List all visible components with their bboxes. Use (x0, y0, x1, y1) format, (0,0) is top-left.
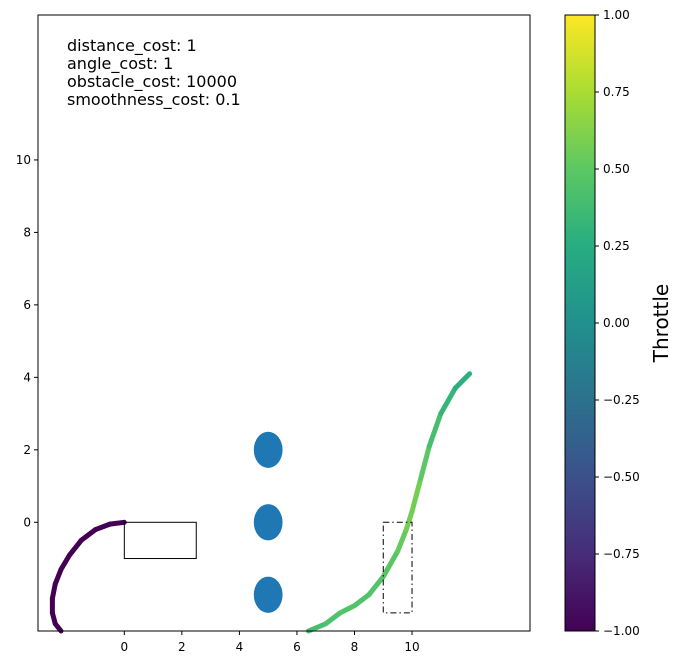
x-tick-label: 8 (351, 640, 359, 654)
trajectory-segment (93, 521, 113, 533)
colorbar-tick-label: 1.00 (603, 8, 630, 22)
trajectory-segment (52, 566, 64, 587)
colorbar-tick-label: −0.75 (603, 547, 640, 561)
cost-annotation: distance_cost: 1 (67, 36, 197, 56)
colorbar-tick-label: −0.50 (603, 470, 640, 484)
trajectory-segment (452, 371, 473, 391)
axes-frame (37, 14, 531, 632)
x-tick-label: 0 (120, 640, 128, 654)
trajectory-segment (438, 385, 458, 417)
cost-annotation: smoothness_cost: 0.1 (67, 90, 241, 110)
trajectory-segment (418, 443, 432, 482)
trajectory-segment (380, 548, 401, 580)
trajectory-segment (351, 592, 372, 609)
cost-annotation: obstacle_cost: 10000 (67, 72, 237, 92)
y-tick-label: 0 (23, 515, 31, 529)
start-pose-box (123, 521, 197, 560)
trajectory-segment (426, 411, 444, 449)
y-tick-label: 8 (23, 225, 31, 239)
colorbar-tick-label: 0.50 (603, 162, 630, 176)
trajectory-segment (52, 621, 64, 634)
goal-pose-box (382, 521, 413, 614)
trajectory-segment (337, 603, 357, 616)
trajectory-segment (323, 610, 343, 627)
obstacle-circle (253, 576, 283, 613)
y-tick-label: 2 (23, 443, 31, 457)
y-tick-label: 6 (23, 298, 31, 312)
trajectory-segment (67, 537, 84, 558)
x-tick-label: 6 (293, 640, 301, 654)
y-tick-label: 10 (16, 153, 31, 167)
trajectory-segment (403, 508, 415, 533)
trajectory-segment (395, 527, 409, 554)
plot-area (38, 15, 530, 631)
colorbar-tick-label: 0.25 (603, 239, 630, 253)
trajectory-segment (305, 621, 329, 634)
colorbar-tick-label: −0.25 (603, 393, 640, 407)
colorbar-tick-label: 0.00 (603, 316, 630, 330)
y-tick-label: 4 (23, 370, 31, 384)
obstacle-circle (253, 504, 283, 541)
x-tick-label: 10 (404, 640, 419, 654)
trajectory-segment (366, 574, 386, 598)
colorbar-tick-label: 0.75 (603, 85, 630, 99)
colorbar-tick-label: −1.00 (603, 624, 640, 638)
trajectory-segment (78, 527, 99, 543)
colorbar-label: Throttle (649, 284, 673, 363)
cost-annotation: angle_cost: 1 (67, 54, 173, 74)
colorbar (564, 14, 596, 632)
trajectory-segment (58, 552, 73, 572)
obstacle-circle (253, 431, 283, 468)
x-tick-label: 4 (236, 640, 244, 654)
x-tick-label: 2 (178, 640, 186, 654)
trajectory-segment (409, 476, 424, 514)
